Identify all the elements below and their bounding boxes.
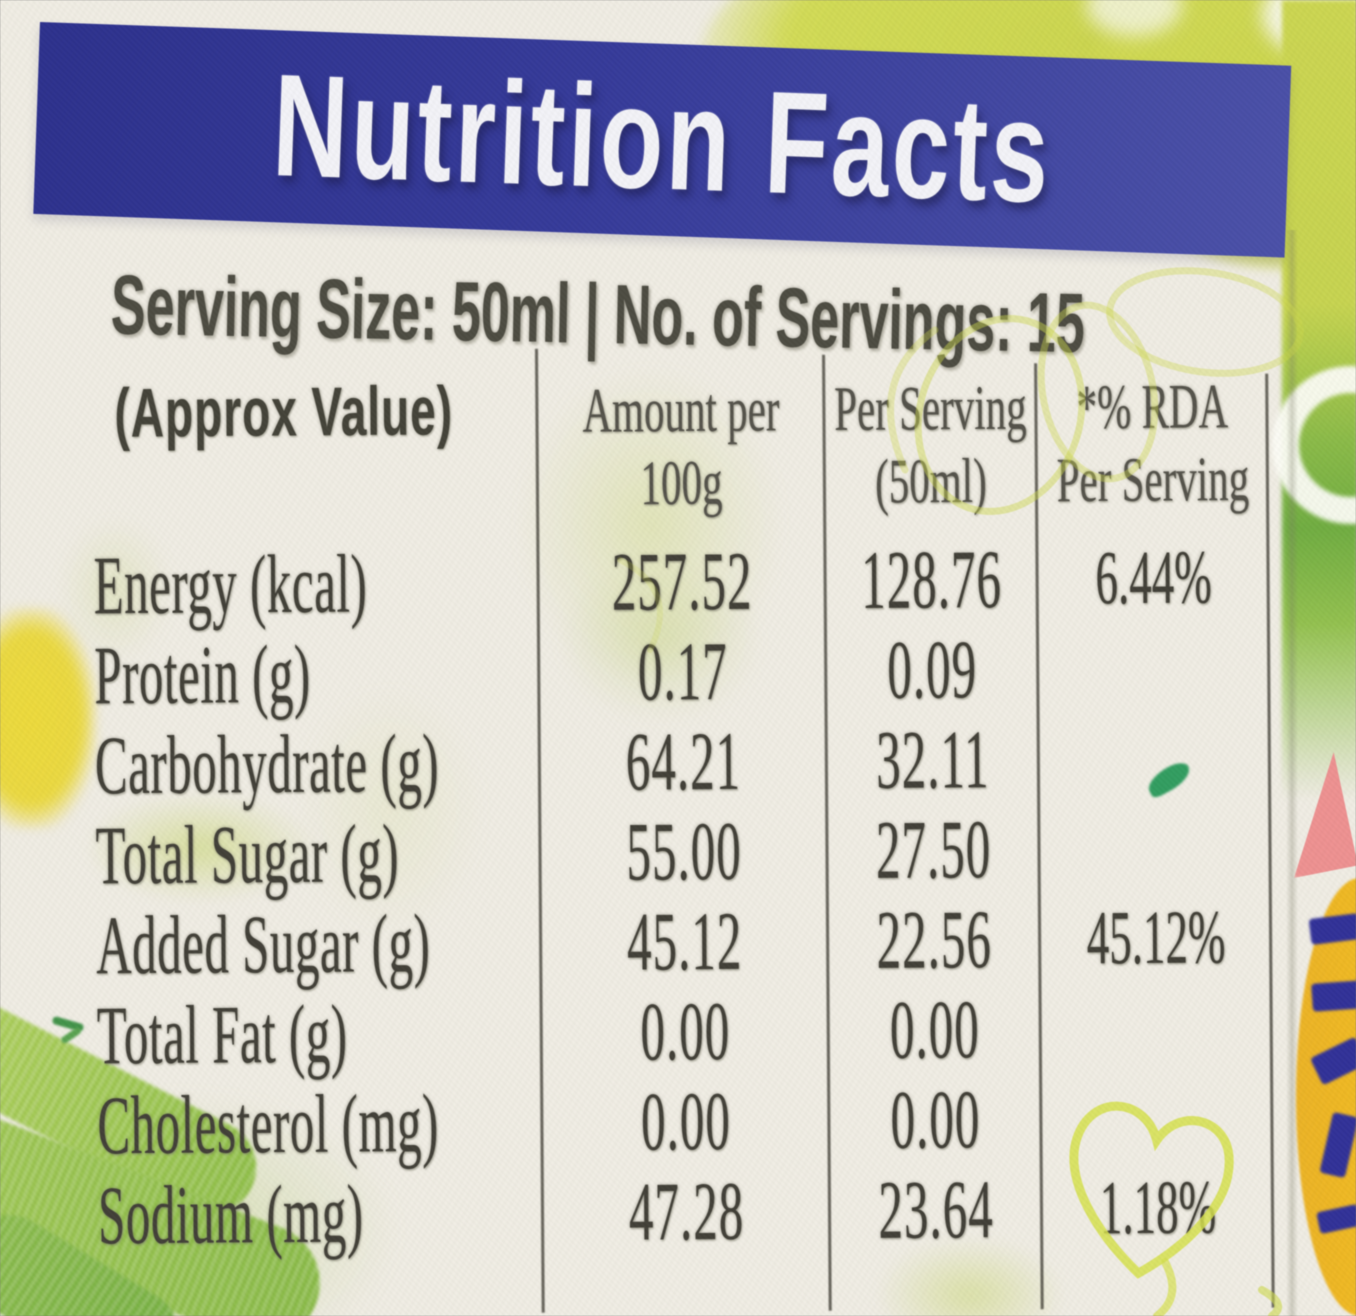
- row-label: Sodium (mg): [97, 1166, 364, 1262]
- row-value-per100g: 47.28: [628, 1163, 745, 1258]
- row-value-per100g: 257.52: [611, 533, 753, 628]
- header-rda-per-serving: *% RDA Per Serving: [1056, 369, 1250, 516]
- row-label: Total Fat (g): [96, 986, 348, 1082]
- lime-smudge: [300, 690, 480, 930]
- row-value-serving: 23.64: [878, 1161, 994, 1257]
- row-value-per100g: 45.12: [626, 893, 743, 988]
- row-value-rda: 45.12%: [1086, 894, 1226, 981]
- row-value-rda: [1041, 1072, 1274, 1164]
- row-value-rda: [1040, 982, 1273, 1074]
- row-value-per100g: 0.00: [640, 983, 731, 1078]
- header-approx-value: (Approx Value): [114, 371, 454, 452]
- row-label: Added Sugar (g): [95, 895, 431, 992]
- row-value-serving: 128.76: [860, 531, 1003, 627]
- header-per-serving: Per Serving (50ml): [833, 371, 1027, 517]
- blue-letter-mark: [1319, 1111, 1356, 1179]
- row-label: Total Sugar (g): [95, 805, 400, 902]
- banner-title: Nutrition Facts: [270, 44, 1055, 234]
- row-value-per100g: 64.21: [625, 713, 742, 808]
- blue-letter-mark: [1309, 1036, 1356, 1086]
- orange-ribbon-decoration: [1296, 878, 1356, 1316]
- row-value-per100g: 55.00: [626, 803, 742, 898]
- row-label: Cholesterol (mg): [97, 1075, 440, 1172]
- row-value-rda: [1038, 622, 1271, 714]
- yellow-blob-left: [0, 608, 96, 828]
- blue-letter-mark: [1316, 1203, 1356, 1235]
- row-value-serving: 0.00: [890, 1071, 981, 1167]
- row-label: Protein (g): [93, 626, 312, 722]
- row-value-serving: 0.09: [887, 621, 978, 717]
- lime-smudge: [90, 795, 310, 900]
- blue-letter-mark: [1308, 913, 1356, 945]
- label-fold-shadow: [1286, 230, 1298, 1316]
- row-value-per100g: 0.17: [637, 623, 728, 718]
- nutrition-table: (Approx Value) Amount per 100g Per Servi…: [70, 344, 1275, 1316]
- row-value-rda: [1039, 802, 1272, 894]
- row-value-rda: 6.44%: [1095, 534, 1213, 621]
- lime-smudge: [60, 520, 170, 660]
- row-value-rda: [1039, 712, 1272, 804]
- row-label: Carbohydrate (g): [94, 715, 440, 812]
- row-value-serving: 32.11: [875, 711, 990, 807]
- row-value-serving: 0.00: [889, 981, 980, 1077]
- row-value-serving: 27.50: [875, 801, 992, 897]
- row-value-per100g: 0.00: [640, 1073, 732, 1168]
- blue-letter-mark: [1311, 980, 1356, 1012]
- row-label: Energy (kcal): [93, 536, 368, 632]
- row-value-rda: 1.18%: [1099, 1164, 1217, 1251]
- row-value-serving: 22.56: [876, 891, 993, 987]
- header-amount-per-100g: Amount per 100g: [582, 373, 780, 519]
